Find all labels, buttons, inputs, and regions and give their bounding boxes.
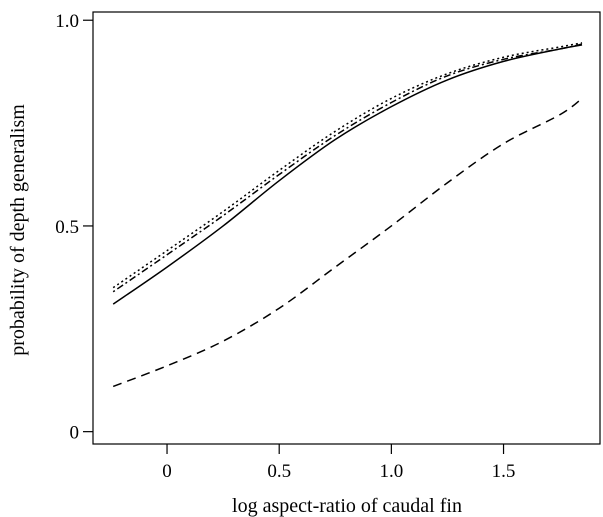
y-tick-label: 0	[70, 423, 80, 444]
y-tick-label: 0.5	[55, 217, 79, 238]
plot-frame	[92, 11, 601, 445]
series-line-dashed	[112, 97, 583, 388]
series-line-dotdash	[112, 43, 583, 293]
series-line-solid	[112, 44, 583, 305]
x-axis-label: log aspect-ratio of caudal fin	[232, 495, 462, 517]
x-tick-label: 1.5	[492, 461, 516, 482]
axes: 0 0.5 1.0 1.5 0 0.5 1.0	[55, 11, 601, 482]
plot-area	[112, 42, 583, 388]
series-line-dotted	[112, 42, 583, 289]
x-tick-label: 0	[162, 461, 172, 482]
y-tick-label: 1.0	[55, 11, 79, 32]
x-tick-label: 0.5	[267, 461, 291, 482]
y-axis-label: probability of depth generalism	[7, 104, 29, 356]
x-tick-label: 1.0	[379, 461, 403, 482]
